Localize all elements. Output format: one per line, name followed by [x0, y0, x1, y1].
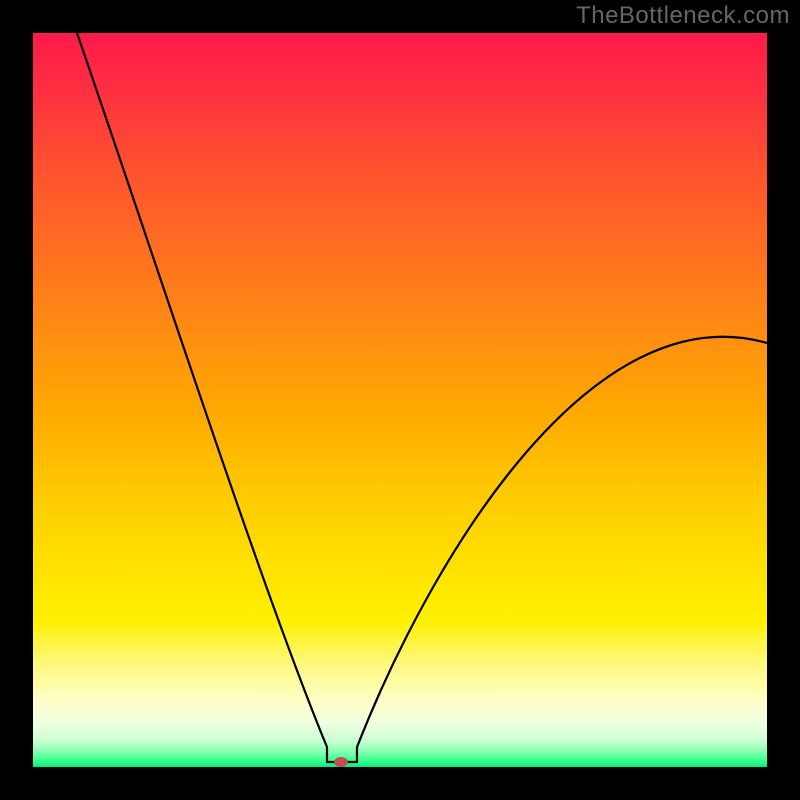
plot-area	[33, 33, 767, 767]
curve-path	[77, 33, 767, 762]
bottleneck-curve	[33, 33, 767, 767]
watermark-text: TheBottleneck.com	[576, 2, 790, 30]
chart-frame: TheBottleneck.com	[0, 0, 800, 800]
apex-marker	[334, 757, 348, 767]
